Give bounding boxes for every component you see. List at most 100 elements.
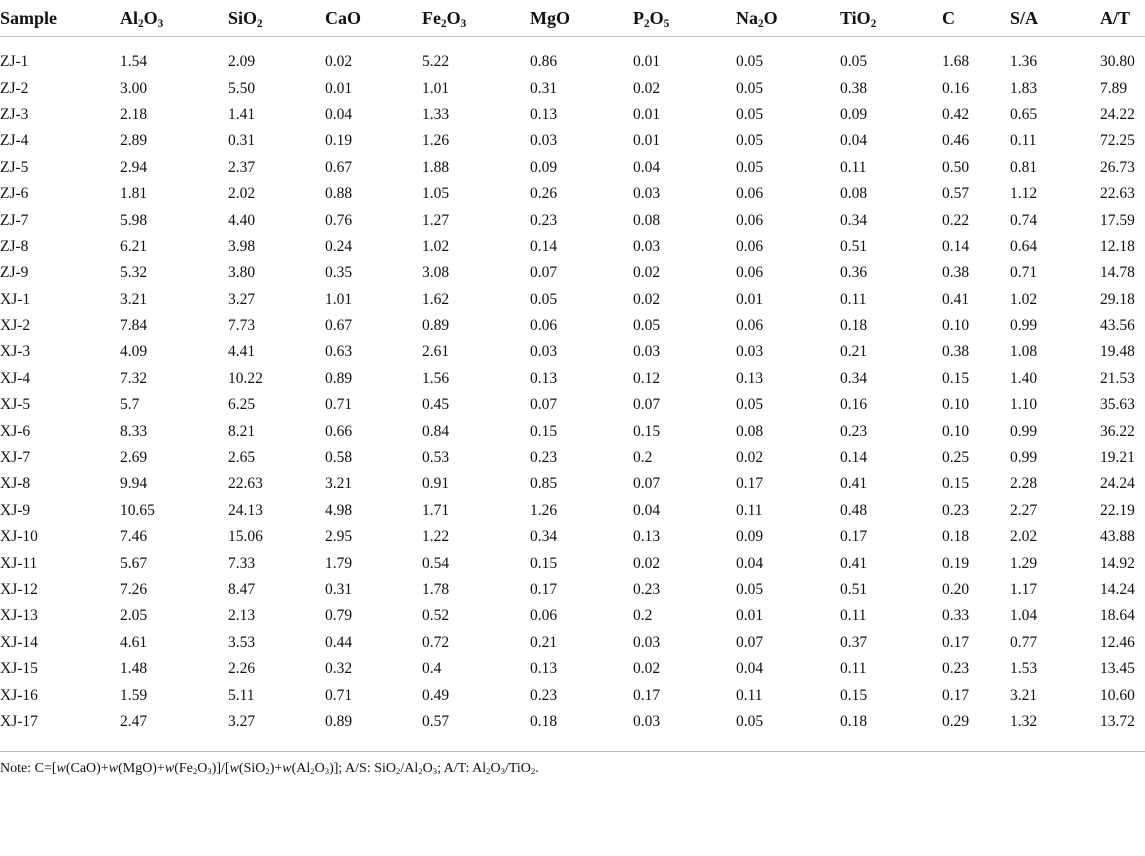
value-cell: 0.72 [422, 633, 450, 651]
sample-id-cell: ZJ-2 [0, 79, 29, 97]
value-cell: 0.4 [422, 660, 442, 678]
value-cell: 0.20 [942, 581, 970, 598]
value-cell: 0.71 [325, 686, 353, 704]
column-header: C [942, 0, 1010, 37]
value-cell: 0.15 [530, 422, 558, 440]
value-cell: 0.13 [530, 105, 558, 123]
value-cell: 0.31 [530, 79, 558, 97]
column-header: Al2O3 [120, 0, 228, 37]
value-cell: 0.64 [1010, 237, 1038, 255]
value-cell: 0.01 [736, 607, 764, 625]
header-text: Sample [0, 7, 58, 28]
value-cell: 1.04 [1010, 607, 1038, 625]
value-cell: 7.73 [228, 317, 256, 335]
value-cell: 0.19 [942, 554, 970, 572]
value-cell: 0.23 [530, 686, 558, 704]
value-cell: 3.27 [228, 290, 256, 308]
value-cell: 0.41 [942, 290, 970, 308]
value-cell: 36.22 [1100, 422, 1135, 440]
note-text: (Fe [174, 760, 193, 776]
value-cell: 0.05 [633, 317, 661, 335]
sample-id-cell: XJ-3 [0, 343, 31, 361]
value-cell: 0.49 [422, 686, 450, 704]
value-cell: 0.11 [1010, 132, 1037, 150]
value-cell: 0.11 [736, 501, 763, 519]
note-subscript: 3 [500, 765, 505, 776]
value-cell: 2.69 [120, 449, 148, 467]
header-text: O [143, 7, 158, 28]
value-cell: 3.27 [228, 708, 325, 752]
table-row: XJ-17 2.47 3.27 0.89 0.57 0.18 0.03 0.05 0.18 0.2… [0, 708, 1145, 752]
header-row: Sample Al2O3 SiO2 CaO Fe2O3 MgO P2O5 Na2O TiO2 C S… [0, 0, 1145, 37]
note-subscript: 2 [530, 765, 536, 776]
value-cell: 0.04 [633, 158, 661, 176]
value-cell: 0.67 [325, 317, 353, 335]
value-cell: 0.03 [633, 708, 736, 752]
value-cell: 22.19 [1100, 501, 1135, 519]
value-cell: 0.15 [942, 475, 970, 493]
value-cell: 0.57 [422, 708, 530, 752]
value-cell: 0.03 [530, 132, 558, 150]
table-row: XJ-13 2.05 2.13 0.79 0.52 0.06 0.2 0.01 0.11 0.33… [0, 603, 1145, 629]
value-cell: 1.88 [422, 158, 450, 176]
header-text: S/A [1010, 7, 1039, 28]
header-text: TiO [840, 7, 871, 28]
value-cell: 0.03 [633, 633, 661, 651]
sample-id-cell: ZJ-7 [0, 211, 29, 229]
column-header: Na2O [736, 0, 840, 37]
note-text: )+ [269, 760, 283, 776]
table-row: ZJ-5 2.94 2.37 0.67 1.88 0.09 0.04 0.05 0.11 0.50… [0, 155, 1145, 181]
value-cell: 18.64 [1100, 607, 1135, 625]
value-cell: 5.50 [228, 79, 256, 97]
sample-id-cell: ZJ-9 [0, 264, 29, 282]
value-cell: 1.02 [422, 237, 450, 255]
header-text: P [633, 7, 644, 28]
value-cell: 0.33 [942, 607, 970, 625]
header-subscript: 2 [138, 17, 144, 30]
header-text: SiO [228, 7, 258, 28]
value-cell: 0.86 [530, 53, 558, 71]
value-cell: 0.84 [422, 422, 450, 440]
column-header: Sample [0, 0, 120, 37]
sample-id-cell: XJ-10 [0, 528, 38, 546]
value-cell: 0.23 [942, 501, 970, 519]
table-row: ZJ-6 1.81 2.02 0.88 1.05 0.26 0.03 0.06 0.08 0.57… [0, 181, 1145, 207]
value-cell: 43.88 [1100, 528, 1135, 546]
value-cell: 0.06 [736, 211, 764, 229]
value-cell: 1.08 [1010, 343, 1038, 361]
value-cell: 0.09 [736, 528, 764, 546]
value-cell: 0.34 [530, 528, 558, 546]
note-text: (SiO [238, 760, 266, 776]
value-cell: 0.02 [325, 53, 353, 71]
value-cell: 1.81 [120, 185, 148, 203]
value-cell: 1.83 [1010, 79, 1038, 97]
value-cell: 0.41 [840, 554, 868, 572]
table-row: XJ-9 10.65 24.13 4.98 1.71 1.26 0.04 0.11 0.48 0.… [0, 498, 1145, 524]
table-row: ZJ-2 3.00 5.50 0.01 1.01 0.31 0.02 0.05 0.38 0.16… [0, 75, 1145, 101]
value-cell: 0.08 [840, 185, 868, 203]
value-cell: 0.03 [633, 185, 661, 203]
value-cell: 0.03 [736, 343, 764, 361]
header-text: O [446, 7, 461, 28]
value-cell: 0.04 [736, 554, 764, 572]
value-cell: 2.94 [120, 158, 148, 176]
header-subscript: 2 [440, 17, 447, 30]
value-cell: 0.29 [942, 708, 1010, 752]
value-cell: 0.11 [736, 686, 763, 704]
note-text: (CaO)+ [65, 760, 109, 776]
value-cell: 0.11 [840, 607, 867, 625]
value-cell: 0.25 [942, 449, 970, 467]
value-cell: 4.41 [228, 343, 256, 361]
value-cell: 1.26 [530, 501, 558, 519]
value-cell: 0.34 [840, 369, 868, 387]
value-cell: 0.06 [530, 607, 558, 625]
value-cell: 17.59 [1100, 211, 1135, 229]
value-cell: 0.26 [530, 185, 558, 203]
value-cell: 0.52 [422, 607, 450, 625]
value-cell: 0.03 [633, 237, 661, 255]
value-cell: 21.53 [1100, 369, 1135, 387]
table-row: ZJ-4 2.89 0.31 0.19 1.26 0.03 0.01 0.05 0.04 0.46… [0, 128, 1145, 154]
value-cell: 0.66 [325, 422, 353, 440]
note-text: O [197, 760, 208, 776]
value-cell: 0.02 [633, 79, 661, 97]
